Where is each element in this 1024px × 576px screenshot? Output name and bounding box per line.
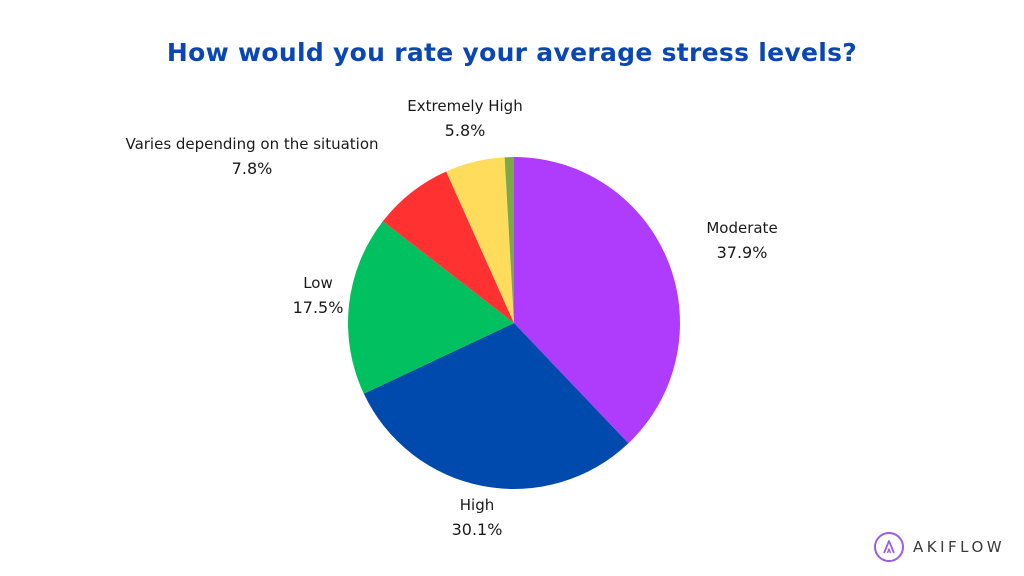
slice-label-high: High (460, 496, 494, 514)
pie-slice-high (363, 323, 629, 489)
pie-slice-moderate (514, 157, 680, 444)
slice-label-low: Low (303, 274, 333, 292)
akiflow-logo-icon (874, 532, 904, 562)
slice-value-extremely-high: 5.8% (445, 121, 486, 140)
pie-slice-low (347, 221, 514, 394)
slice-label-varies-depending-on-the-situation: Varies depending on the situation (125, 135, 378, 153)
slice-value-high: 30.1% (452, 520, 503, 539)
slice-label-moderate: Moderate (706, 219, 777, 237)
slice-value-low: 17.5% (293, 298, 344, 317)
brand-logo: AKIFLOW (874, 530, 1005, 564)
pie-slice-extremely-high (446, 157, 514, 323)
slice-value-varies-depending-on-the-situation: 7.8% (232, 159, 273, 178)
pie-slice-varies-depending-on-the-situation (382, 171, 514, 323)
slice-label-extremely-high: Extremely High (407, 97, 522, 115)
pie-slice-unlabeled (504, 157, 514, 323)
brand-name: AKIFLOW (913, 538, 1006, 556)
chart-title: How would you rate your average stress l… (166, 38, 858, 67)
slice-value-moderate: 37.9% (717, 243, 768, 262)
